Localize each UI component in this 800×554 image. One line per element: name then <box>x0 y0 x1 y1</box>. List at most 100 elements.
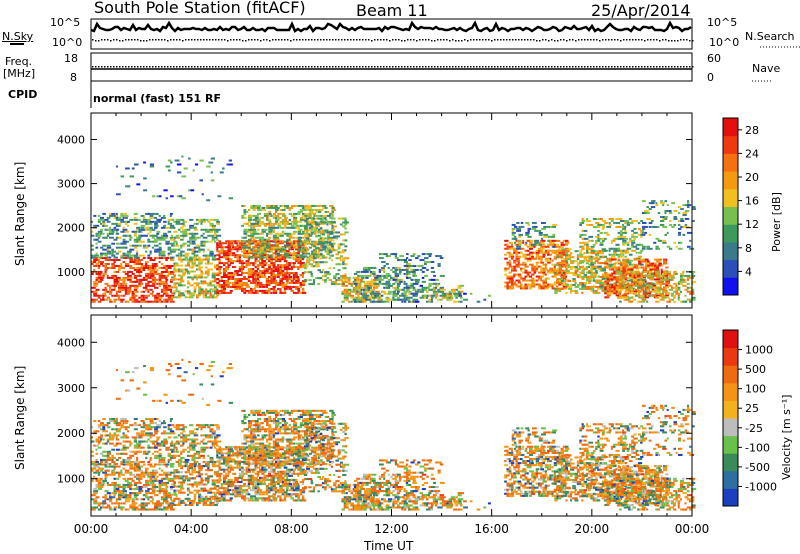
power-cell <box>565 254 570 257</box>
power-cell <box>312 241 318 244</box>
power-cell <box>240 262 246 265</box>
power-cell <box>344 257 350 260</box>
power-cell <box>604 280 608 283</box>
power-cell <box>419 296 425 299</box>
nsearch-point <box>509 39 511 41</box>
power-cell <box>558 250 562 253</box>
power-cell <box>510 275 515 278</box>
power-cell <box>611 258 615 261</box>
power-cell <box>365 286 370 289</box>
power-cell <box>657 212 661 215</box>
power-cell <box>631 233 635 236</box>
power-cell <box>315 249 318 252</box>
power-cell <box>275 216 278 219</box>
power-cell <box>268 256 272 259</box>
power-cell <box>668 210 672 213</box>
nsearch-point <box>182 40 184 42</box>
power-cell <box>644 231 648 234</box>
power-cell <box>576 258 580 261</box>
power-cell <box>641 296 645 299</box>
power-cell <box>149 280 154 283</box>
power-cell <box>444 292 448 295</box>
power-cell <box>622 294 628 297</box>
power-cell <box>458 292 462 295</box>
power-cell <box>394 294 398 297</box>
power-cell <box>252 278 257 280</box>
nsearch-point <box>566 40 568 42</box>
power-cell <box>606 266 611 269</box>
power-cell <box>272 212 276 215</box>
power-cell <box>343 296 347 299</box>
power-cell <box>630 288 634 291</box>
power-cell <box>556 273 560 276</box>
power-cell <box>250 252 253 255</box>
power-cell <box>551 275 557 278</box>
power-cell <box>644 210 649 213</box>
power-cell <box>337 217 342 220</box>
power-cell <box>363 284 367 287</box>
power-cell <box>581 265 584 268</box>
power-cell <box>145 264 148 267</box>
power-cell <box>207 254 211 257</box>
power-cell <box>299 256 304 259</box>
power-cell <box>200 244 204 247</box>
power-cell <box>320 238 323 241</box>
power-cell <box>643 274 647 277</box>
power-cell <box>274 279 277 282</box>
power-cell <box>195 218 199 221</box>
power-cell <box>378 278 381 281</box>
power-cell <box>606 231 609 234</box>
power-cell <box>288 276 293 278</box>
power-cell <box>362 296 368 299</box>
nave-point <box>344 66 346 68</box>
nave-point <box>281 66 283 68</box>
nsearch-point <box>278 39 280 41</box>
power-cell <box>149 259 154 262</box>
power-cell <box>160 290 166 293</box>
power-cell <box>165 278 169 281</box>
power-cell <box>329 232 334 235</box>
power-cell <box>415 268 419 271</box>
power-cell <box>193 254 196 257</box>
nsearch-point <box>434 40 436 42</box>
power-cell <box>522 255 527 258</box>
power-cell <box>147 244 151 247</box>
power-cell <box>293 216 298 219</box>
power-cell <box>513 267 517 270</box>
power-cell <box>643 282 647 285</box>
power-cell <box>297 281 302 284</box>
power-cell <box>331 224 334 227</box>
power-cell <box>104 224 108 227</box>
power-cell <box>657 239 661 242</box>
power-cell <box>585 266 591 269</box>
power-cell <box>579 261 584 264</box>
nsearch-point <box>371 40 373 42</box>
power-cell <box>306 204 312 207</box>
power-cell <box>426 296 429 299</box>
power-cell <box>186 296 191 299</box>
power-cell <box>263 214 269 217</box>
power-cell <box>272 224 275 227</box>
nave-point <box>140 66 142 68</box>
power-cell <box>631 272 635 275</box>
power-cell <box>590 249 595 252</box>
power-cell <box>104 254 108 257</box>
power-cell <box>191 262 196 265</box>
nsearch-point <box>272 39 274 41</box>
power-cell <box>308 221 312 224</box>
power-cell <box>167 222 173 225</box>
power-cell <box>622 266 627 269</box>
power-cell <box>310 219 314 222</box>
nsearch-point <box>407 39 409 41</box>
power-cell <box>353 276 357 279</box>
power-cell <box>339 255 343 258</box>
power-cell <box>106 266 111 269</box>
power-cell <box>362 268 368 271</box>
power-cell <box>677 286 681 289</box>
power-cell <box>151 290 154 293</box>
power-cell <box>312 261 315 264</box>
power-cell <box>198 276 201 279</box>
power-cell <box>328 243 333 246</box>
power-cell <box>506 275 510 278</box>
power-cell <box>180 226 184 229</box>
